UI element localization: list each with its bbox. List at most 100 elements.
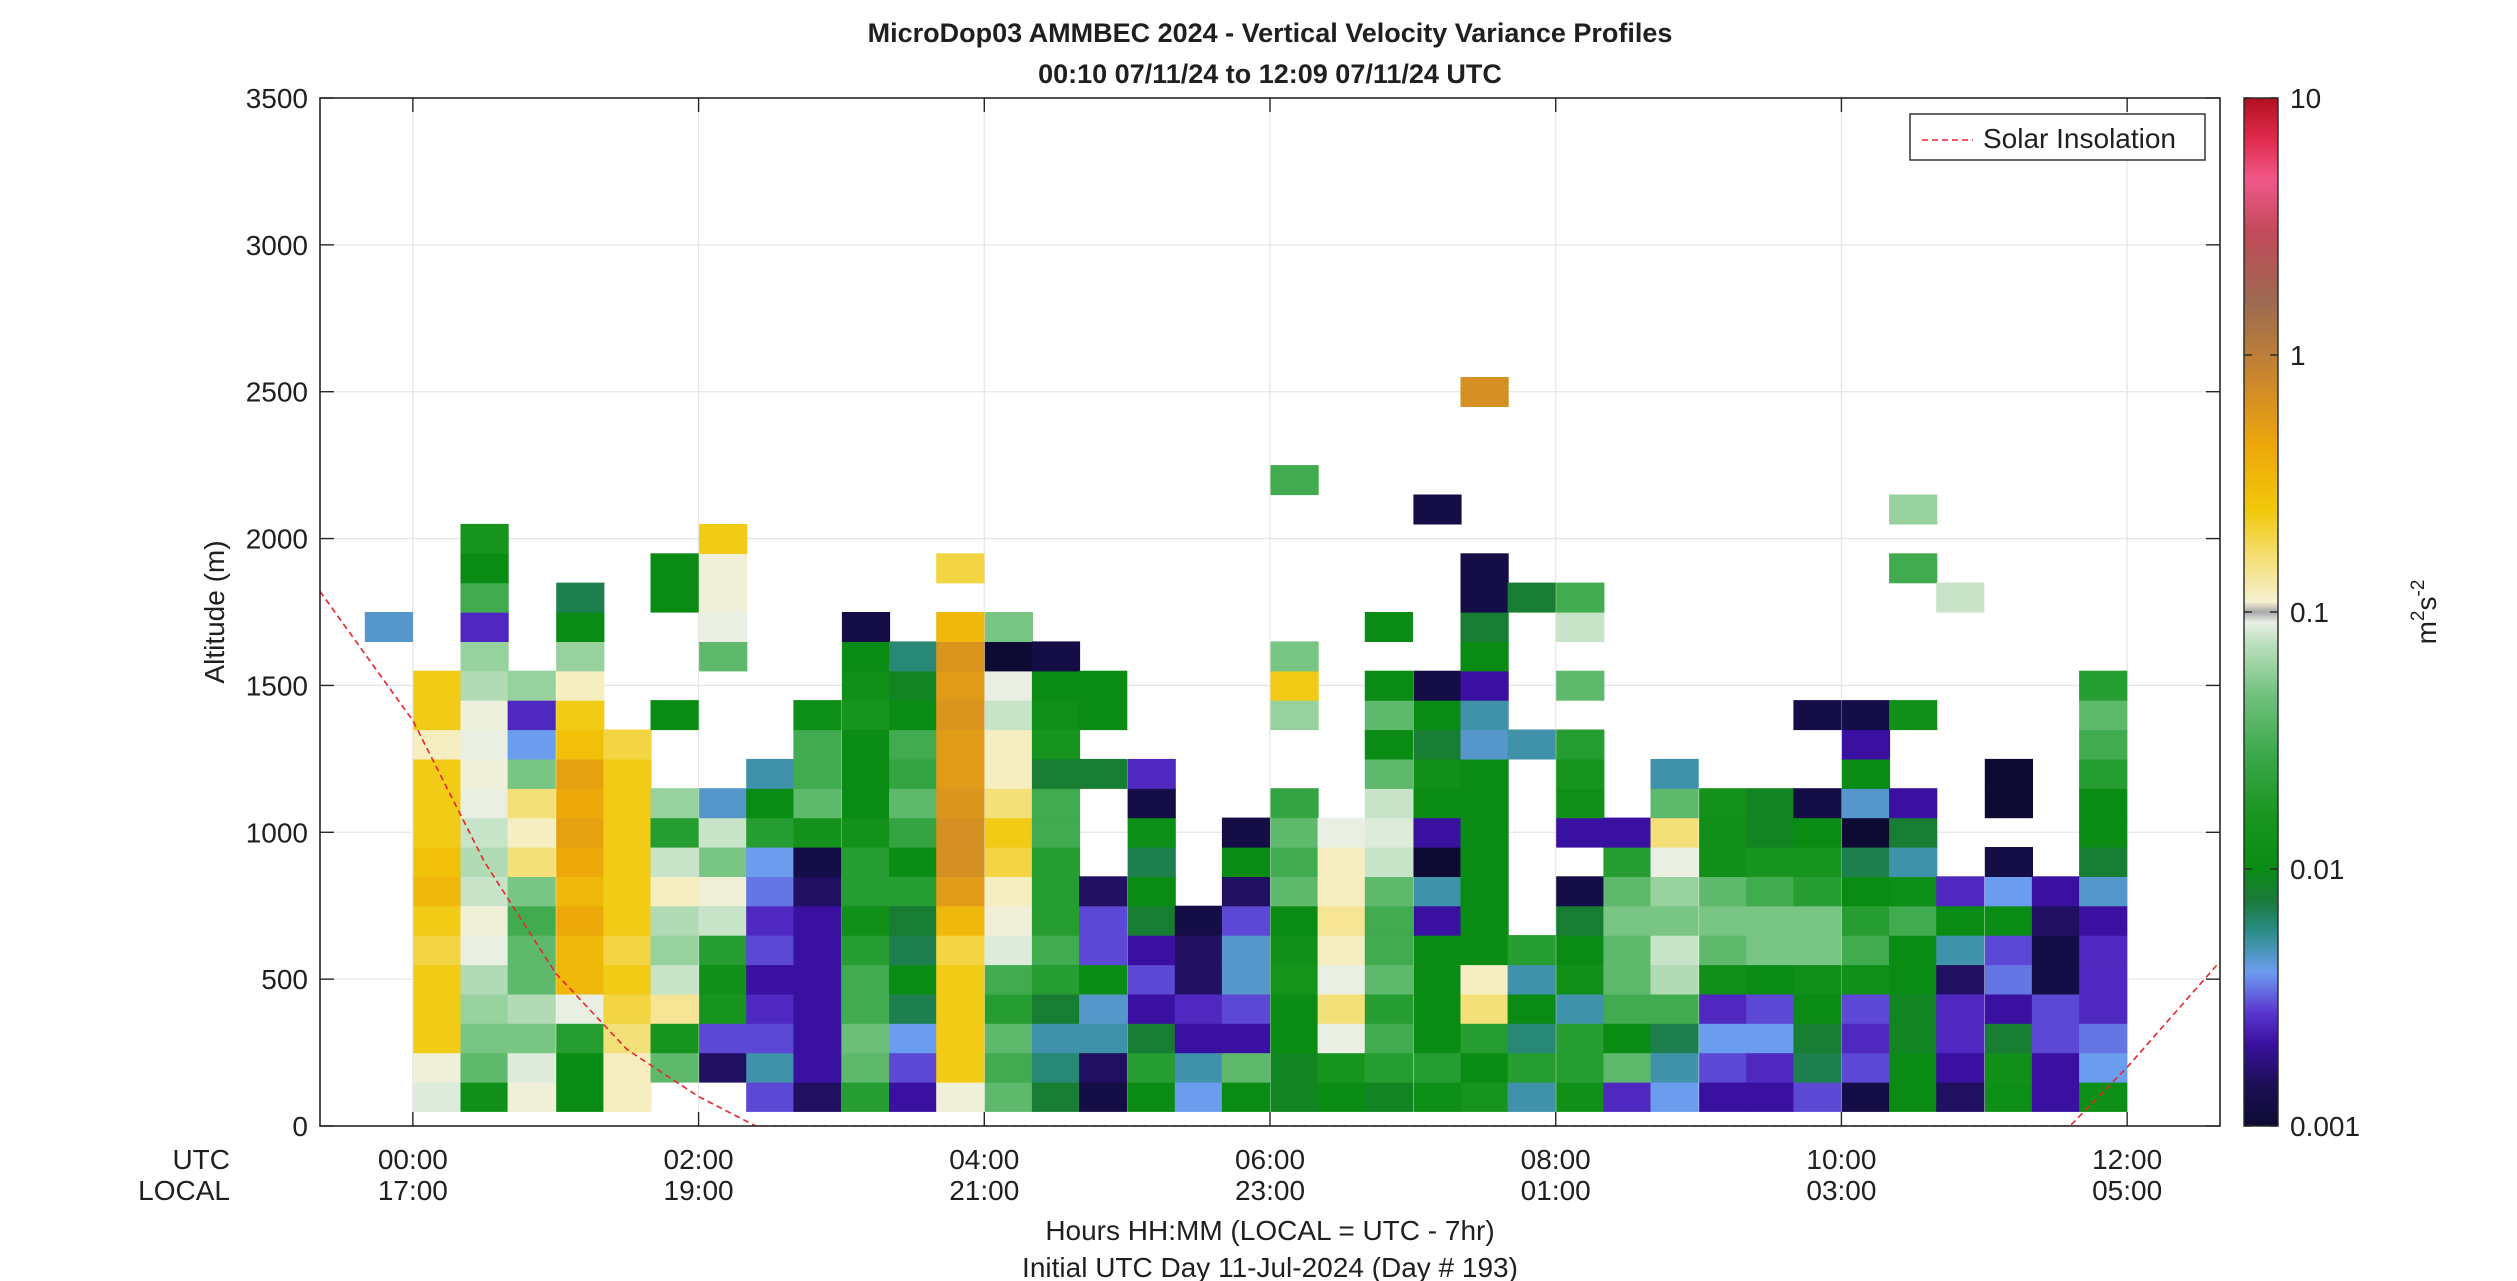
y-tick-label: 1000 xyxy=(246,817,308,848)
variance-cell xyxy=(364,612,413,642)
variance-cell xyxy=(603,817,652,848)
variance-cell xyxy=(1221,817,1271,848)
variance-cell xyxy=(746,817,795,848)
variance-cell xyxy=(507,876,556,907)
variance-cell xyxy=(1031,1081,1081,1112)
variance-cell xyxy=(2031,964,2081,995)
variance-cell xyxy=(1079,700,1128,731)
variance-cell xyxy=(984,964,1033,995)
variance-cell xyxy=(1221,847,1271,877)
variance-cell xyxy=(1174,935,1223,966)
variance-cell xyxy=(1889,876,1938,907)
variance-cell xyxy=(1793,964,1842,995)
variance-cell xyxy=(1507,993,1556,1024)
variance-cell xyxy=(1556,905,1605,936)
variance-cell xyxy=(936,1052,985,1083)
variance-cell xyxy=(746,905,795,936)
variance-cell xyxy=(1317,876,1366,907)
variance-cell xyxy=(1031,729,1081,760)
variance-cell xyxy=(793,847,842,877)
variance-cell xyxy=(460,817,509,848)
variance-cell xyxy=(1793,1081,1842,1112)
variance-cell xyxy=(984,935,1033,966)
variance-cell xyxy=(1270,876,1319,907)
variance-cell xyxy=(1413,494,1462,525)
variance-cell xyxy=(2031,905,2081,936)
variance-cell xyxy=(1746,876,1795,907)
variance-cell xyxy=(556,758,605,789)
y-tick-label: 2500 xyxy=(246,377,308,408)
variance-cell xyxy=(1746,993,1795,1024)
variance-cell xyxy=(413,964,462,995)
unit-base: m xyxy=(2411,621,2442,644)
variance-cell xyxy=(1841,905,1891,936)
variance-cell xyxy=(1841,758,1891,789)
variance-cell xyxy=(1556,670,1605,701)
variance-cell xyxy=(460,729,509,760)
variance-cell xyxy=(841,641,891,672)
variance-cell xyxy=(603,876,652,907)
variance-cell xyxy=(1699,1023,1748,1054)
variance-cell xyxy=(1221,993,1271,1024)
variance-cell xyxy=(1556,729,1605,760)
variance-cell xyxy=(1746,1081,1795,1112)
variance-cell xyxy=(1221,905,1271,936)
variance-cell xyxy=(1650,1052,1699,1083)
variance-cell xyxy=(984,700,1033,731)
variance-cell xyxy=(650,553,699,584)
variance-cell xyxy=(2031,1023,2081,1054)
variance-cell xyxy=(1270,788,1319,819)
variance-cell xyxy=(1556,612,1605,642)
variance-cell xyxy=(1079,993,1128,1024)
variance-cell xyxy=(1936,1023,1985,1054)
variance-cell xyxy=(1650,993,1699,1024)
variance-cell xyxy=(699,1023,748,1054)
variance-cell xyxy=(1984,1081,2033,1112)
variance-cell xyxy=(1317,1023,1366,1054)
variance-cell xyxy=(984,758,1033,789)
variance-cell xyxy=(413,876,462,907)
variance-cell xyxy=(1031,993,1081,1024)
variance-cell xyxy=(1127,1052,1176,1083)
variance-cell xyxy=(1079,876,1128,907)
variance-cell xyxy=(1127,1023,1176,1054)
variance-cell xyxy=(650,1052,699,1083)
variance-cell xyxy=(1031,935,1081,966)
variance-cell xyxy=(2079,1052,2128,1083)
variance-cell xyxy=(1364,788,1413,819)
variance-cell xyxy=(1936,935,1985,966)
variance-cell xyxy=(1460,758,1509,789)
variance-cell xyxy=(1317,847,1366,877)
variance-cell xyxy=(1841,1081,1891,1112)
variance-cell xyxy=(1460,817,1509,848)
variance-cells xyxy=(364,377,2128,1112)
variance-cell xyxy=(460,1052,509,1083)
variance-cell xyxy=(1460,377,1509,407)
variance-cell xyxy=(1079,758,1128,789)
variance-cell xyxy=(1889,494,1938,525)
variance-cell xyxy=(889,700,938,731)
variance-cell xyxy=(1127,817,1176,848)
variance-cell xyxy=(1984,905,2033,936)
variance-cell xyxy=(1270,964,1319,995)
variance-cell xyxy=(746,1081,795,1112)
variance-cell xyxy=(507,1052,556,1083)
variance-cell xyxy=(1650,788,1699,819)
variance-cell xyxy=(1031,758,1081,789)
variance-cell xyxy=(984,817,1033,848)
variance-cell xyxy=(413,1081,462,1112)
variance-cell xyxy=(793,935,842,966)
variance-cell xyxy=(1079,1081,1128,1112)
variance-cell xyxy=(1174,1081,1223,1112)
chart-title: MicroDop03 AMMBEC 2024 - Vertical Veloci… xyxy=(868,18,1673,89)
variance-cell xyxy=(2079,993,2128,1024)
variance-cell xyxy=(1413,876,1462,907)
variance-cell xyxy=(1270,641,1319,672)
variance-cell xyxy=(1127,876,1176,907)
variance-cell xyxy=(507,817,556,848)
variance-cell xyxy=(1174,993,1223,1024)
variance-cell xyxy=(603,847,652,877)
variance-cell xyxy=(841,670,891,701)
variance-cell xyxy=(1650,1023,1699,1054)
variance-cell xyxy=(2079,1081,2128,1112)
